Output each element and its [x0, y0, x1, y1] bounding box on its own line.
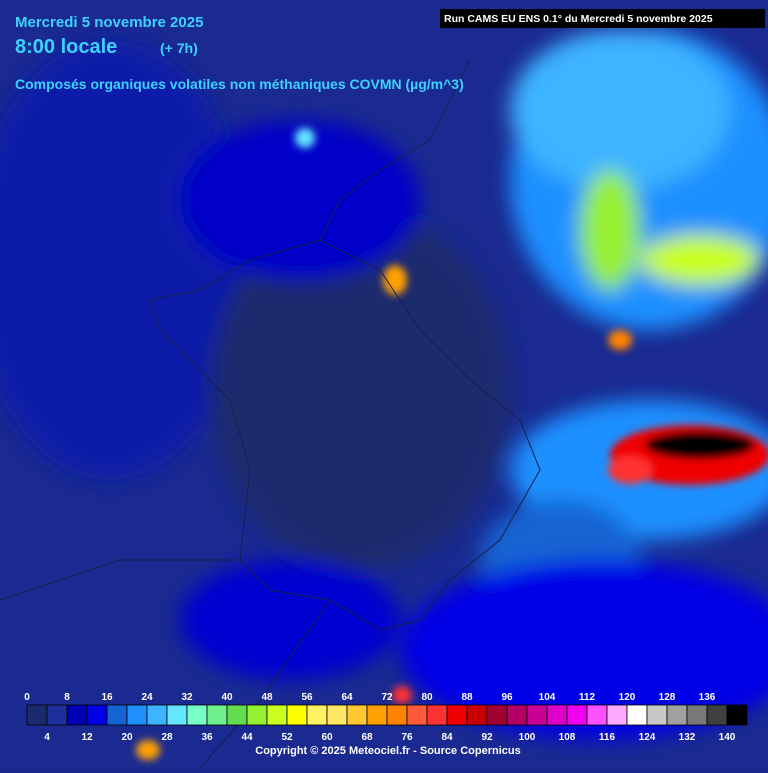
variable: Composés organiques volatiles non méthan… [15, 76, 464, 92]
legend-swatch [466, 704, 488, 726]
legend-swatch [706, 704, 728, 726]
legend-tick-label: 120 [619, 692, 636, 703]
legend-swatch [266, 704, 288, 726]
legend-tick-label: 124 [639, 732, 656, 743]
copyright: Copyright © 2025 Meteociel.fr - Source C… [255, 745, 520, 757]
legend-tick-label: 112 [579, 692, 596, 703]
hotspots [136, 128, 768, 760]
legend-tick-label: 108 [559, 732, 576, 743]
legend-swatch [626, 704, 648, 726]
legend-swatch [386, 704, 408, 726]
legend-swatch [526, 704, 548, 726]
legend-tick-label: 56 [301, 692, 313, 703]
legend-swatch [286, 704, 308, 726]
legend-swatch [346, 704, 368, 726]
legend-tick-label: 20 [121, 732, 133, 743]
legend-tick-label: 68 [361, 732, 373, 743]
legend-swatch [686, 704, 708, 726]
legend-tick-label: 16 [101, 692, 113, 703]
legend-swatch [106, 704, 128, 726]
legend-swatch [246, 704, 268, 726]
legend-tick-label: 24 [141, 692, 153, 703]
legend-tick-label: 40 [221, 692, 233, 703]
legend-tick-label: 8 [64, 692, 70, 703]
legend-swatch [206, 704, 228, 726]
country-border [149, 239, 541, 631]
legend-tick-label: 80 [421, 692, 433, 703]
legend-swatch [426, 704, 448, 726]
legend-tick-label: 76 [401, 732, 413, 743]
coastline [0, 559, 331, 769]
legend-swatch [186, 704, 208, 726]
legend-tick-label: 84 [441, 732, 453, 743]
legend-swatch [46, 704, 68, 726]
legend-swatch [506, 704, 528, 726]
legend-tick-label: 72 [381, 692, 393, 703]
legend-swatch [586, 704, 608, 726]
legend-tick-label: 36 [201, 732, 213, 743]
run-box [440, 9, 765, 28]
legend-swatch [406, 704, 428, 726]
legend-swatch [646, 704, 668, 726]
legend-swatch [86, 704, 108, 726]
legend-tick-label: 48 [261, 692, 273, 703]
legend-swatch [306, 704, 328, 726]
legend-tick-label: 12 [81, 732, 93, 743]
legend: 0481216202428323640444852566064687276808… [24, 692, 748, 743]
legend-tick-label: 100 [519, 732, 536, 743]
legend-tick-label: 4 [44, 732, 50, 743]
legend-tick-label: 132 [679, 732, 696, 743]
legend-swatch [666, 704, 688, 726]
legend-tick-label: 104 [539, 692, 556, 703]
legend-tick-label: 0 [24, 692, 30, 703]
legend-swatch [26, 704, 48, 726]
legend-swatch [606, 704, 628, 726]
legend-tick-label: 116 [599, 732, 616, 743]
legend-tick-label: 52 [281, 732, 293, 743]
legend-tick-label: 88 [461, 692, 473, 703]
legend-swatch [486, 704, 508, 726]
legend-tick-label: 32 [181, 692, 193, 703]
legend-tick-label: 136 [699, 692, 716, 703]
legend-swatch [166, 704, 188, 726]
time: 8:00 locale [15, 36, 117, 58]
legend-tick-label: 140 [719, 732, 736, 743]
legend-tick-label: 92 [481, 732, 493, 743]
legend-swatch [566, 704, 588, 726]
legend-swatch [226, 704, 248, 726]
legend-swatch [366, 704, 388, 726]
legend-swatch [546, 704, 568, 726]
legend-swatch [326, 704, 348, 726]
legend-swatch [446, 704, 468, 726]
date: Mercredi 5 novembre 2025 [15, 14, 203, 31]
concentration-field [0, 30, 768, 740]
legend-swatch [726, 704, 748, 726]
legend-swatch [146, 704, 168, 726]
legend-swatch [66, 704, 88, 726]
legend-tick-label: 128 [659, 692, 676, 703]
legend-tick-label: 60 [321, 732, 333, 743]
run: Run CAMS EU ENS 0.1° du Mercredi 5 novem… [444, 13, 713, 25]
legend-swatch [126, 704, 148, 726]
offset: (+ 7h) [160, 40, 198, 56]
legend-tick-label: 28 [161, 732, 173, 743]
coastline [319, 59, 471, 241]
legend-tick-label: 44 [241, 732, 253, 743]
legend-tick-label: 64 [341, 692, 353, 703]
legend-tick-label: 96 [501, 692, 513, 703]
